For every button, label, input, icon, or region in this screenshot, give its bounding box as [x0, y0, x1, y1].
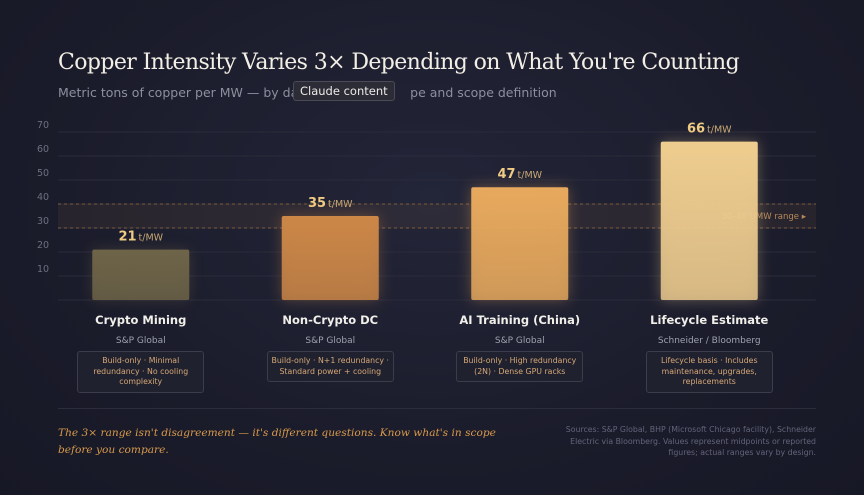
- takeaway-text: The 3× range isn't disagreement — it's d…: [58, 427, 496, 456]
- chart-title: Copper Intensity Varies 3× Depending on …: [58, 50, 740, 75]
- bar-value-label: 47 t/MW: [497, 167, 542, 182]
- x-category-label: AI Training (China): [459, 313, 580, 327]
- bars: [92, 141, 758, 300]
- category-labels: 21 t/MW Crypto Mining S&P Global 35 t/MW Non-C…: [95, 122, 768, 346]
- x-category-label: Non-Crypto DC: [282, 313, 378, 327]
- category-source: S&P Global: [495, 336, 545, 346]
- y-tick-label: 20: [37, 240, 49, 251]
- y-tick-label: 70: [37, 120, 49, 131]
- category-note: Build-only · Minimal redundancy · No coo…: [77, 351, 205, 393]
- y-tick-label: 60: [37, 144, 49, 155]
- range-band-label: 30–40 t/MW range ▸: [721, 212, 807, 222]
- x-category-label: Lifecycle Estimate: [650, 313, 768, 327]
- bar-3: [660, 141, 758, 300]
- y-tick-label: 50: [37, 168, 49, 179]
- sources-text: Sources: S&P Global, BHP (Microsoft Chic…: [565, 425, 816, 457]
- category-source: Schneider / Bloomberg: [658, 336, 761, 346]
- category-source: S&P Global: [116, 336, 166, 346]
- x-category-label: Crypto Mining: [95, 313, 186, 327]
- bar-2: [471, 187, 569, 300]
- category-note: Build-only · High redundancy (2N) · Dens…: [456, 351, 584, 382]
- category-note: Lifecycle basis · Includes maintenance, …: [645, 351, 773, 393]
- subtitle-text-end: pe and scope definition: [410, 85, 557, 100]
- bar-value-label: 21 t/MW: [118, 230, 163, 245]
- bar-0: [92, 249, 190, 300]
- category-source: S&P Global: [305, 336, 355, 346]
- category-note: Build-only · N+1 redundancy · Standard p…: [266, 351, 394, 382]
- footer-divider: [58, 408, 816, 409]
- tooltip: Claude content: [293, 81, 395, 101]
- chart-subtitle: Metric tons of copper per MW — by data p…: [58, 85, 557, 100]
- bar-value-label: 66 t/MW: [687, 122, 732, 137]
- y-tick-label: 40: [37, 192, 49, 203]
- y-tick-label: 30: [37, 216, 49, 227]
- subtitle-text-start: Metric tons of copper per MW — by data: [58, 85, 311, 100]
- bar-value-label: 35 t/MW: [308, 196, 353, 211]
- bar-1: [281, 216, 379, 300]
- y-tick-label: 10: [37, 264, 49, 275]
